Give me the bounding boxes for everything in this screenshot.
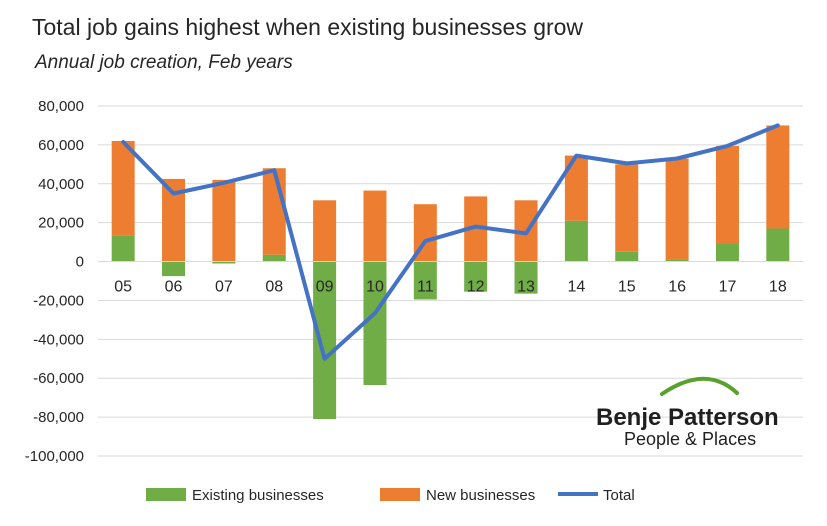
bar-new-businesses [715, 145, 739, 244]
x-tick-label: 16 [668, 279, 686, 296]
legend: Existing businesses New businesses Total [146, 487, 635, 504]
y-axis: 80,000 60,000 40,000 20,000 0 -20,000 -40,000 -… [25, 98, 84, 465]
y-tick-label: 0 [76, 254, 84, 271]
x-tick-label: 06 [165, 279, 183, 296]
x-tick-label: 15 [618, 279, 636, 296]
logo-arc-icon [660, 376, 739, 396]
bar-existing-businesses [715, 243, 739, 262]
bar-existing-businesses [162, 261, 186, 277]
bars [111, 125, 790, 420]
bar-existing-businesses [564, 220, 588, 262]
y-tick-label: 80,000 [38, 98, 84, 115]
y-tick-label: -60,000 [33, 370, 84, 387]
gridlines [98, 105, 803, 457]
bar-existing-businesses [363, 261, 387, 386]
legend-label-new: New businesses [426, 487, 535, 504]
bar-new-businesses [564, 155, 588, 221]
x-tick-label: 08 [265, 279, 283, 296]
legend-label-total: Total [603, 487, 635, 504]
x-tick-label: 11 [417, 279, 434, 296]
bar-new-businesses [162, 178, 186, 262]
series-line-total [121, 123, 780, 361]
bar-new-businesses [212, 179, 236, 262]
bar-new-businesses [111, 141, 135, 236]
bar-existing-businesses [262, 254, 286, 262]
total-line [121, 123, 780, 361]
bar-new-businesses [665, 158, 689, 260]
chart-subtitle: Annual job creation, Feb years [35, 52, 293, 73]
bar-existing-businesses [665, 259, 689, 262]
y-tick-label: -80,000 [33, 409, 84, 426]
legend-swatch-new [380, 488, 420, 501]
bar-existing-businesses [313, 261, 337, 420]
bar-new-businesses [363, 190, 387, 262]
legend-label-existing: Existing businesses [192, 487, 324, 504]
x-tick-label: 12 [467, 279, 485, 296]
y-tick-label: -100,000 [25, 448, 84, 465]
x-tick-label: 09 [316, 279, 334, 296]
x-tick-label: 18 [769, 279, 787, 296]
x-tick-label: 17 [719, 279, 737, 296]
bar-new-businesses [313, 200, 337, 262]
bar-existing-businesses [615, 251, 639, 262]
bar-existing-businesses [212, 261, 236, 264]
y-tick-label: 40,000 [38, 176, 84, 193]
x-tick-label: 13 [517, 279, 535, 296]
logo-tagline: People & Places [624, 429, 756, 449]
bar-new-businesses [464, 196, 488, 262]
y-tick-label: 20,000 [38, 215, 84, 232]
logo: Benje Patterson People & Places [596, 376, 779, 449]
legend-swatch-existing [146, 488, 186, 501]
bar-existing-businesses [111, 235, 135, 262]
x-tick-label: 14 [567, 279, 585, 296]
logo-name: Benje Patterson [596, 404, 779, 431]
bar-new-businesses [615, 164, 639, 252]
bar-existing-businesses [413, 261, 437, 300]
bar-existing-businesses [766, 228, 790, 262]
x-tick-label: 07 [215, 279, 233, 296]
y-tick-label: -20,000 [33, 292, 84, 309]
x-tick-label: 10 [366, 279, 384, 296]
bar-existing-businesses [514, 261, 538, 294]
x-axis: 05 06 07 08 09 10 11 12 13 14 15 16 17 18 [114, 279, 787, 296]
bar-existing-businesses [464, 261, 488, 292]
y-tick-label: 60,000 [38, 137, 84, 154]
x-tick-label: 05 [114, 279, 132, 296]
bar-new-businesses [262, 168, 286, 255]
chart-title: Total job gains highest when existing bu… [32, 14, 584, 40]
y-tick-label: -40,000 [33, 331, 84, 348]
bar-new-businesses [766, 125, 790, 229]
